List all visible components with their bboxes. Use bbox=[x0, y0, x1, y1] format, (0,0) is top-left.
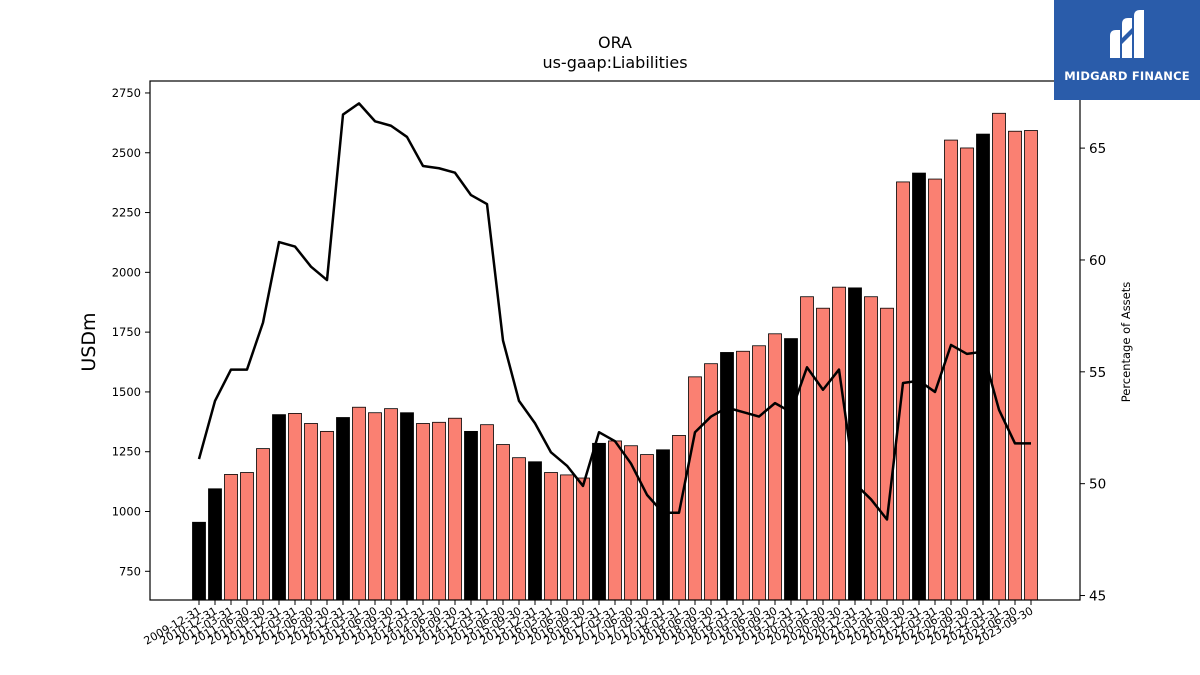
bar bbox=[432, 421, 446, 601]
y2-tick-label: 45 bbox=[1089, 589, 1106, 605]
bar bbox=[544, 472, 558, 601]
x-axis: 2009-12-312010-12-312011-03-312011-06-30… bbox=[142, 600, 1036, 648]
bar bbox=[480, 424, 494, 601]
bar bbox=[208, 488, 222, 601]
bar bbox=[560, 474, 574, 601]
bar bbox=[880, 307, 894, 601]
bar bbox=[784, 338, 798, 601]
bar bbox=[304, 423, 318, 601]
bar bbox=[576, 477, 590, 601]
bar bbox=[288, 413, 302, 601]
bar bbox=[320, 430, 334, 601]
bar bbox=[240, 472, 254, 601]
bar bbox=[672, 435, 686, 601]
bar bbox=[640, 454, 654, 601]
y-tick-label: 2250 bbox=[112, 206, 141, 220]
y-tick-label: 1750 bbox=[112, 325, 141, 339]
bar bbox=[368, 412, 382, 601]
bar bbox=[592, 442, 606, 601]
y2-axis-label: Percentage of Assets bbox=[1119, 282, 1133, 403]
bar bbox=[816, 307, 830, 601]
bar bbox=[384, 408, 398, 601]
y-tick-label: 1000 bbox=[112, 505, 141, 519]
brand-logo: MIDGARD FINANCE bbox=[1054, 0, 1200, 100]
bar bbox=[496, 444, 510, 601]
y-tick-label: 1250 bbox=[112, 445, 141, 459]
bar bbox=[992, 112, 1006, 601]
y-tick-label: 2500 bbox=[112, 146, 141, 160]
bar bbox=[400, 412, 414, 601]
bar bbox=[624, 445, 638, 601]
bar bbox=[800, 296, 814, 601]
bar bbox=[720, 352, 734, 601]
bar bbox=[416, 423, 430, 601]
bar bbox=[512, 457, 526, 601]
bar-series bbox=[192, 112, 1038, 601]
bar bbox=[256, 448, 270, 601]
bar bbox=[944, 139, 958, 601]
bar bbox=[1008, 130, 1022, 601]
bar bbox=[832, 286, 846, 601]
y-tick-label: 1500 bbox=[112, 385, 141, 399]
bar bbox=[656, 449, 670, 601]
left-axis: 750 1000 1250 1500 1750 2000 2250 2500 2750 bbox=[112, 86, 150, 578]
bar bbox=[768, 333, 782, 601]
bar bbox=[448, 417, 462, 601]
bar bbox=[704, 363, 718, 601]
y-tick-label: 750 bbox=[119, 564, 141, 578]
bar bbox=[752, 345, 766, 601]
y2-tick-label: 65 bbox=[1089, 141, 1106, 157]
bar bbox=[688, 376, 702, 601]
y-tick-label: 2750 bbox=[112, 86, 141, 100]
bar bbox=[272, 414, 286, 601]
midgard-logo-icon bbox=[1110, 10, 1144, 58]
bar bbox=[912, 172, 926, 601]
chart-subtitle: us-gaap:Liabilities bbox=[542, 53, 688, 72]
right-axis: 45 50 55 60 65 bbox=[1080, 141, 1106, 605]
y-axis-label: USDm bbox=[78, 312, 100, 371]
y2-tick-label: 55 bbox=[1089, 365, 1106, 381]
bar bbox=[960, 147, 974, 601]
bar bbox=[336, 417, 350, 601]
logo-text: MIDGARD FINANCE bbox=[1064, 69, 1190, 83]
bar bbox=[464, 430, 478, 601]
percentage-line bbox=[197, 102, 1031, 521]
bar bbox=[608, 440, 622, 601]
bar bbox=[864, 296, 878, 601]
chart-title: ORA bbox=[597, 33, 632, 52]
bar bbox=[224, 474, 238, 601]
bar bbox=[528, 461, 542, 601]
bar bbox=[352, 406, 366, 601]
y-tick-label: 2000 bbox=[112, 265, 141, 279]
y2-tick-label: 60 bbox=[1089, 253, 1106, 269]
bar bbox=[1024, 130, 1038, 601]
y2-tick-label: 50 bbox=[1089, 477, 1106, 493]
bar bbox=[736, 350, 750, 601]
bar bbox=[192, 521, 206, 601]
